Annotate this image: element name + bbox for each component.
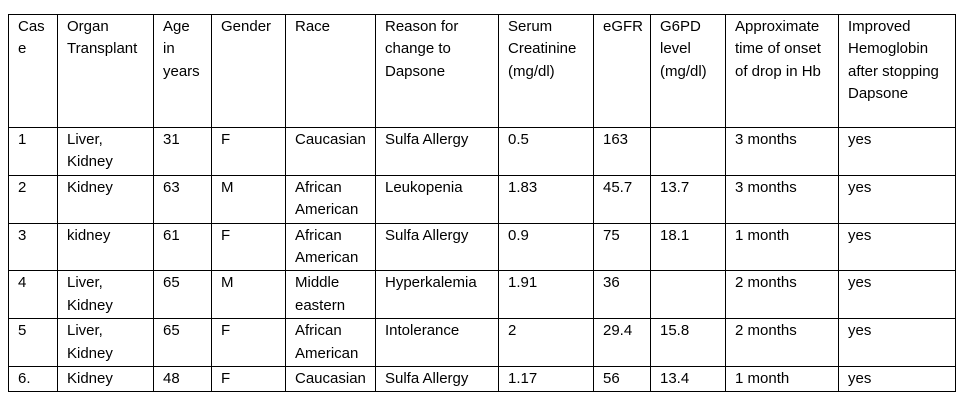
cell-age: 65 bbox=[153, 318, 212, 368]
cell-improved-hemoglobin: yes bbox=[838, 270, 956, 320]
cell-egfr: 163 bbox=[593, 127, 651, 176]
cell-serum-creatinine: 0.5 bbox=[498, 127, 594, 176]
cell-reason: Hyperkalemia bbox=[375, 270, 499, 320]
cell-race: Middle eastern bbox=[285, 270, 376, 320]
cell-gender: M bbox=[211, 174, 286, 224]
column-header-case: Case bbox=[8, 14, 58, 128]
cell-onset-time: 1 month bbox=[725, 366, 839, 393]
column-header-onset-time: Approximate time of onset of drop in Hb bbox=[725, 14, 839, 128]
table-row-case-5: 5 Liver, Kidney 65 F African American In… bbox=[8, 318, 956, 368]
column-header-serum-creatinine: Serum Creatinine (mg/dl) bbox=[498, 14, 594, 128]
cell-g6pd-level: 15.8 bbox=[650, 318, 726, 368]
cell-case: 3 bbox=[8, 222, 58, 272]
cell-case: 2 bbox=[8, 174, 58, 224]
table-row-case-1: 1 Liver, Kidney 31 F Caucasian Sulfa All… bbox=[8, 127, 956, 176]
cell-egfr: 56 bbox=[593, 366, 651, 393]
cell-egfr: 36 bbox=[593, 270, 651, 320]
cell-g6pd-level bbox=[650, 270, 726, 320]
cell-g6pd-level: 13.7 bbox=[650, 174, 726, 224]
cell-improved-hemoglobin: yes bbox=[838, 222, 956, 272]
cell-serum-creatinine: 1.17 bbox=[498, 366, 594, 393]
cell-g6pd-level bbox=[650, 127, 726, 176]
cell-onset-time: 3 months bbox=[725, 174, 839, 224]
cell-onset-time: 2 months bbox=[725, 270, 839, 320]
table-row-case-6: 6. Kidney 48 F Caucasian Sulfa Allergy 1… bbox=[8, 366, 956, 393]
cell-reason: Sulfa Allergy bbox=[375, 366, 499, 393]
dapsone-case-table: Case Organ Transplant Age in years Gende… bbox=[8, 14, 956, 393]
cell-gender: F bbox=[211, 127, 286, 176]
cell-reason: Sulfa Allergy bbox=[375, 222, 499, 272]
cell-age: 63 bbox=[153, 174, 212, 224]
cell-serum-creatinine: 1.91 bbox=[498, 270, 594, 320]
cell-organ-transplant: Liver, Kidney bbox=[57, 318, 154, 368]
cell-organ-transplant: Kidney bbox=[57, 366, 154, 393]
table-row-case-4: 4 Liver, Kidney 65 M Middle eastern Hype… bbox=[8, 270, 956, 320]
header-row: Case Organ Transplant Age in years Gende… bbox=[8, 14, 956, 128]
cell-case: 6. bbox=[8, 366, 58, 393]
cell-gender: F bbox=[211, 222, 286, 272]
cell-case: 5 bbox=[8, 318, 58, 368]
cell-onset-time: 2 months bbox=[725, 318, 839, 368]
column-header-organ-transplant: Organ Transplant bbox=[57, 14, 154, 128]
table-row-case-3: 3 kidney 61 F African American Sulfa All… bbox=[8, 222, 956, 272]
cell-improved-hemoglobin: yes bbox=[838, 174, 956, 224]
column-header-gender: Gender bbox=[211, 14, 286, 128]
cell-reason: Sulfa Allergy bbox=[375, 127, 499, 176]
cell-age: 65 bbox=[153, 270, 212, 320]
cell-organ-transplant: Kidney bbox=[57, 174, 154, 224]
column-header-egfr: eGFR bbox=[593, 14, 651, 128]
cell-serum-creatinine: 0.9 bbox=[498, 222, 594, 272]
cell-race: African American bbox=[285, 318, 376, 368]
cell-improved-hemoglobin: yes bbox=[838, 318, 956, 368]
cell-age: 31 bbox=[153, 127, 212, 176]
cell-egfr: 75 bbox=[593, 222, 651, 272]
cell-improved-hemoglobin: yes bbox=[838, 127, 956, 176]
cell-gender: M bbox=[211, 270, 286, 320]
column-header-improved-hemoglobin: Improved Hemoglobin after stopping Dapso… bbox=[838, 14, 956, 128]
cell-organ-transplant: Liver, Kidney bbox=[57, 127, 154, 176]
cell-case: 4 bbox=[8, 270, 58, 320]
column-header-age: Age in years bbox=[153, 14, 212, 128]
cell-age: 48 bbox=[153, 366, 212, 393]
cell-egfr: 29.4 bbox=[593, 318, 651, 368]
cell-improved-hemoglobin: yes bbox=[838, 366, 956, 393]
cell-organ-transplant: kidney bbox=[57, 222, 154, 272]
cell-gender: F bbox=[211, 318, 286, 368]
column-header-reason: Reason for change to Dapsone bbox=[375, 14, 499, 128]
cell-g6pd-level: 18.1 bbox=[650, 222, 726, 272]
cell-onset-time: 1 month bbox=[725, 222, 839, 272]
cell-reason: Leukopenia bbox=[375, 174, 499, 224]
cell-organ-transplant: Liver, Kidney bbox=[57, 270, 154, 320]
cell-race: Caucasian bbox=[285, 366, 376, 393]
table-row-case-2: 2 Kidney 63 M African American Leukopeni… bbox=[8, 174, 956, 224]
cell-onset-time: 3 months bbox=[725, 127, 839, 176]
cell-race: African American bbox=[285, 174, 376, 224]
cell-egfr: 45.7 bbox=[593, 174, 651, 224]
column-header-g6pd-level: G6PD level (mg/dl) bbox=[650, 14, 726, 128]
cell-gender: F bbox=[211, 366, 286, 393]
cell-g6pd-level: 13.4 bbox=[650, 366, 726, 393]
column-header-race: Race bbox=[285, 14, 376, 128]
cell-age: 61 bbox=[153, 222, 212, 272]
cell-race: Caucasian bbox=[285, 127, 376, 176]
cell-case: 1 bbox=[8, 127, 58, 176]
cell-serum-creatinine: 2 bbox=[498, 318, 594, 368]
cell-race: African American bbox=[285, 222, 376, 272]
cell-serum-creatinine: 1.83 bbox=[498, 174, 594, 224]
cell-reason: Intolerance bbox=[375, 318, 499, 368]
